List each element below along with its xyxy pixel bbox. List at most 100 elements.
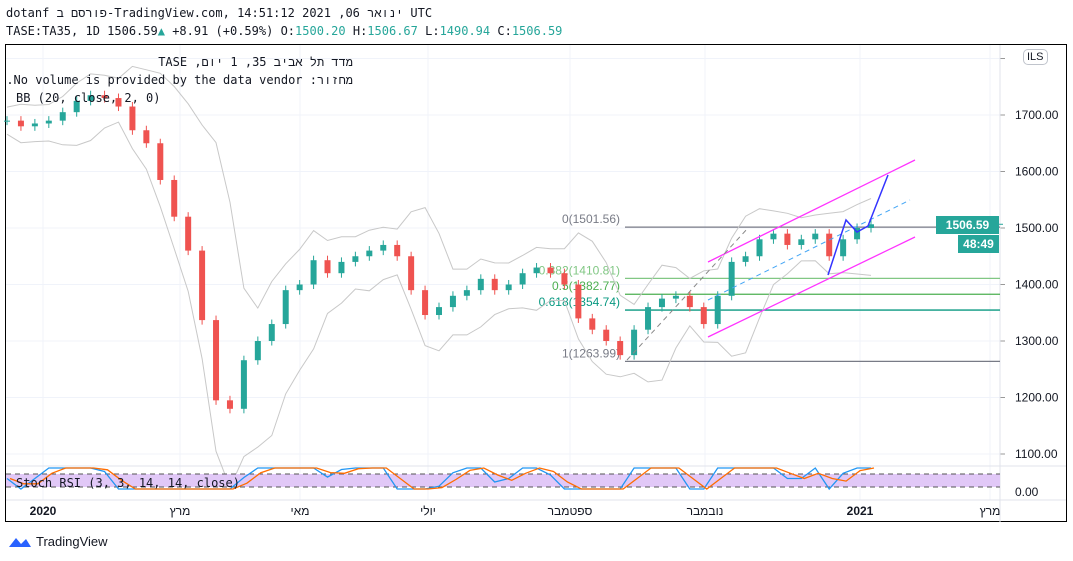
candle-body: [157, 143, 164, 180]
candle-body: [101, 95, 108, 99]
last-price-label: 1506.59: [936, 216, 999, 234]
legend-title: מדד תל אביב 35, 1 יום, TASE: [158, 55, 353, 69]
fib-level-label: 0.382(1410.81): [539, 263, 620, 277]
candle-body: [519, 273, 526, 285]
high-label: H:: [352, 24, 368, 38]
candle-body: [115, 98, 122, 107]
symbol-ohlc: TASE:TA35, 1D 1506.59▲ +8.91 (+0.59%) O:…: [6, 24, 562, 38]
fib-level-label: 0.5(1382.77): [552, 279, 620, 293]
candle-body: [617, 341, 624, 356]
candle-body: [505, 284, 512, 291]
candle-body: [589, 318, 596, 330]
candle-body: [324, 260, 331, 274]
candle-body: [784, 233, 791, 245]
candle-body: [394, 244, 401, 257]
brand-name: TradingView: [36, 534, 108, 549]
chart-frame: [5, 44, 1067, 522]
candle-body: [561, 273, 568, 285]
candle-body: [672, 295, 679, 299]
low-value: 1490.94: [439, 24, 491, 38]
candle-body: [854, 228, 861, 240]
channel-upper-line: [707, 159, 916, 263]
candle-body: [603, 329, 610, 341]
candle-body: [240, 360, 247, 409]
tradingview-logo-icon: [9, 537, 31, 547]
y-tick-label: 1600.00: [1015, 165, 1059, 179]
y-tick-label: 1700.00: [1015, 108, 1059, 122]
fib-level-label: 1(1263.99): [562, 346, 620, 360]
candle-body: [17, 120, 24, 127]
low-label: L:: [425, 24, 440, 38]
y-tick-label: 1100.00: [1015, 447, 1058, 461]
candle-body: [742, 256, 749, 262]
candle-body: [477, 278, 484, 291]
candle-body: [185, 216, 192, 251]
candle-body: [31, 123, 38, 127]
candle-body: [812, 233, 819, 240]
candle-body: [700, 307, 707, 325]
candle-body: [366, 250, 373, 257]
candle-body: [171, 179, 178, 217]
candle-body: [129, 106, 136, 131]
candle-body: [658, 298, 665, 308]
bb-lower-band: [6, 121, 872, 489]
x-tick-label: מאי: [291, 504, 310, 518]
x-tick-label: ספטמבר: [548, 504, 593, 518]
candle-body: [547, 267, 554, 274]
candle-body: [491, 278, 498, 291]
y-tick-label: 1500.00: [1015, 221, 1059, 235]
candle-body: [87, 95, 94, 101]
candle-body: [199, 250, 206, 321]
x-tick-label: מרץ: [170, 504, 191, 518]
candle-body: [254, 341, 261, 361]
candle-body: [686, 295, 693, 308]
candle-body: [756, 239, 763, 257]
candle-body: [575, 284, 582, 319]
up-arrow-icon: ▲: [157, 24, 165, 38]
bar-countdown: 48:49: [958, 235, 999, 253]
high-value: 1506.67: [367, 24, 418, 38]
publish-info: dotanf פורסם ב-TradingView.com, ינואר 06…: [6, 6, 433, 20]
candle-body: [714, 295, 721, 325]
candle-body: [436, 307, 442, 316]
candle-body: [352, 256, 359, 262]
close-label: C:: [497, 24, 512, 38]
fib-trend-line: [626, 227, 749, 361]
candle-body: [380, 244, 387, 251]
candle-body: [268, 324, 275, 341]
candle-body: [533, 267, 540, 274]
x-tick-label: מרץ: [980, 504, 1001, 518]
candle-body: [463, 290, 470, 296]
x-tick-label: 2021: [847, 504, 874, 518]
candle-body: [282, 290, 289, 325]
candle-body: [338, 261, 345, 274]
legend-stoch-rsi[interactable]: Stoch RSI (3, 3, 14, 14, close): [16, 476, 240, 490]
candle-body: [59, 112, 66, 121]
legend-bb[interactable]: BB (20, close, 2, 0): [16, 91, 161, 105]
legend-volume: מחזור: No volume is provided by the data…: [6, 73, 353, 87]
x-tick-label: יולי: [420, 504, 436, 518]
change: +8.91 (+0.59%): [172, 24, 274, 38]
candle-body: [798, 239, 805, 245]
candle-body: [408, 256, 415, 291]
tradingview-logo[interactable]: TradingView: [8, 534, 108, 549]
projection-line: [827, 174, 889, 276]
candle-body: [770, 233, 777, 240]
bb-upper-band: [6, 65, 872, 310]
candle-body: [4, 120, 10, 122]
open-value: 1500.20: [295, 24, 346, 38]
stoch-tick-label: 0.00: [1015, 485, 1039, 499]
close-value: 1506.59: [511, 24, 563, 38]
candle-body: [310, 260, 317, 285]
y-tick-label: 1400.00: [1015, 278, 1059, 292]
candle-body: [226, 400, 233, 409]
channel-lower-line: [707, 236, 916, 338]
candle-body: [45, 120, 52, 124]
symbol: TASE:TA35, 1D 1506.59: [6, 24, 158, 38]
y-tick-label: 1300.00: [1015, 334, 1059, 348]
currency-badge[interactable]: ILS: [1023, 49, 1048, 65]
candle-body: [449, 295, 456, 308]
candle-body: [143, 130, 150, 144]
candle-body: [422, 290, 429, 316]
